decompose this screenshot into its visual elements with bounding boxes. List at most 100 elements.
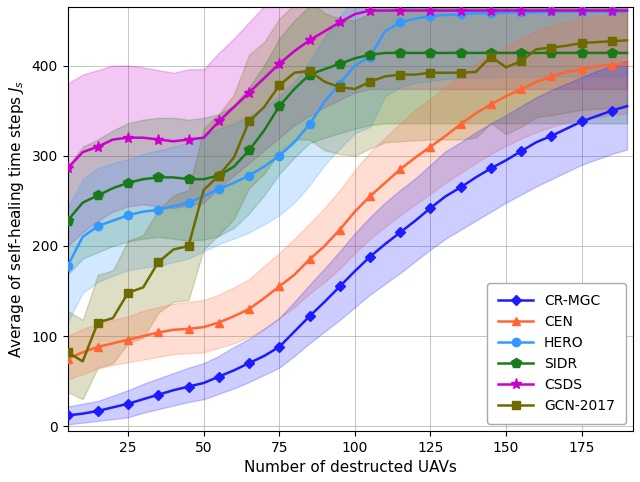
CEN xyxy=(472,110,479,116)
CR-MGC xyxy=(608,108,616,114)
CSDS xyxy=(245,90,253,95)
CEN xyxy=(79,349,86,355)
CEN xyxy=(170,327,177,333)
GCN-2017 xyxy=(366,79,374,85)
CSDS xyxy=(185,136,193,142)
SIDR xyxy=(230,164,237,170)
GCN-2017 xyxy=(336,84,344,90)
SIDR xyxy=(351,55,358,61)
CSDS xyxy=(517,8,525,13)
CEN xyxy=(351,209,358,214)
SIDR xyxy=(396,50,404,56)
CSDS xyxy=(502,8,510,13)
HERO xyxy=(185,200,193,205)
CSDS xyxy=(336,19,344,25)
SIDR xyxy=(381,50,389,56)
SIDR xyxy=(200,176,207,182)
SIDR xyxy=(457,50,465,56)
CR-MGC xyxy=(245,360,253,366)
CR-MGC xyxy=(578,119,586,124)
HERO xyxy=(215,186,223,192)
SIDR xyxy=(532,50,540,56)
SIDR xyxy=(608,50,616,56)
SIDR xyxy=(321,66,328,72)
CSDS xyxy=(306,38,314,43)
SIDR xyxy=(366,52,374,58)
Legend: CR-MGC, CEN, HERO, SIDR, CSDS, GCN-2017: CR-MGC, CEN, HERO, SIDR, CSDS, GCN-2017 xyxy=(487,283,626,424)
CSDS xyxy=(170,138,177,144)
GCN-2017 xyxy=(170,247,177,253)
HERO xyxy=(170,203,177,209)
HERO xyxy=(200,193,207,199)
HERO xyxy=(593,9,600,14)
CR-MGC xyxy=(275,344,283,350)
GCN-2017 xyxy=(517,58,525,64)
GCN-2017 xyxy=(306,68,314,74)
SIDR xyxy=(593,50,600,56)
CSDS xyxy=(427,8,435,13)
CEN xyxy=(427,144,435,149)
CEN xyxy=(608,62,616,67)
GCN-2017 xyxy=(245,119,253,124)
CSDS xyxy=(563,8,570,13)
SIDR xyxy=(427,50,435,56)
CSDS xyxy=(260,75,268,81)
CSDS xyxy=(487,8,495,13)
GCN-2017 xyxy=(140,284,147,290)
CSDS xyxy=(275,61,283,67)
CR-MGC xyxy=(64,413,72,418)
CSDS xyxy=(124,135,132,141)
SIDR xyxy=(79,200,86,205)
CSDS xyxy=(366,8,374,13)
GCN-2017 xyxy=(154,259,162,265)
SIDR xyxy=(487,50,495,56)
SIDR xyxy=(578,50,586,56)
CSDS xyxy=(457,8,465,13)
GCN-2017 xyxy=(230,155,237,161)
HERO xyxy=(64,263,72,268)
CSDS xyxy=(94,144,102,149)
GCN-2017 xyxy=(291,70,298,76)
HERO xyxy=(351,63,358,68)
GCN-2017 xyxy=(109,315,116,321)
HERO xyxy=(79,234,86,240)
CR-MGC xyxy=(563,126,570,132)
GCN-2017 xyxy=(548,45,556,51)
CR-MGC xyxy=(336,283,344,289)
CSDS xyxy=(593,8,600,13)
HERO xyxy=(412,16,419,22)
HERO xyxy=(245,173,253,178)
GCN-2017 xyxy=(412,72,419,78)
CR-MGC xyxy=(412,218,419,224)
GCN-2017 xyxy=(442,70,449,76)
CR-MGC xyxy=(623,103,631,109)
CEN xyxy=(502,94,510,99)
CR-MGC xyxy=(215,374,223,379)
CSDS xyxy=(64,165,72,171)
HERO xyxy=(109,218,116,224)
CEN xyxy=(154,330,162,335)
HERO xyxy=(563,9,570,14)
CEN xyxy=(457,121,465,127)
GCN-2017 xyxy=(487,54,495,59)
CEN xyxy=(623,61,631,67)
CEN xyxy=(321,243,328,249)
GCN-2017 xyxy=(563,43,570,49)
HERO xyxy=(366,54,374,59)
GCN-2017 xyxy=(185,243,193,249)
CR-MGC xyxy=(396,229,404,235)
SIDR xyxy=(124,180,132,186)
CSDS xyxy=(623,8,631,13)
CSDS xyxy=(79,149,86,155)
SIDR xyxy=(472,50,479,56)
CR-MGC xyxy=(593,113,600,119)
GCN-2017 xyxy=(578,40,586,46)
SIDR xyxy=(215,173,223,178)
CEN xyxy=(245,306,253,312)
HERO xyxy=(306,121,314,127)
CR-MGC xyxy=(366,254,374,260)
SIDR xyxy=(109,185,116,191)
HERO xyxy=(623,9,631,14)
SIDR xyxy=(291,86,298,92)
CR-MGC xyxy=(548,133,556,139)
